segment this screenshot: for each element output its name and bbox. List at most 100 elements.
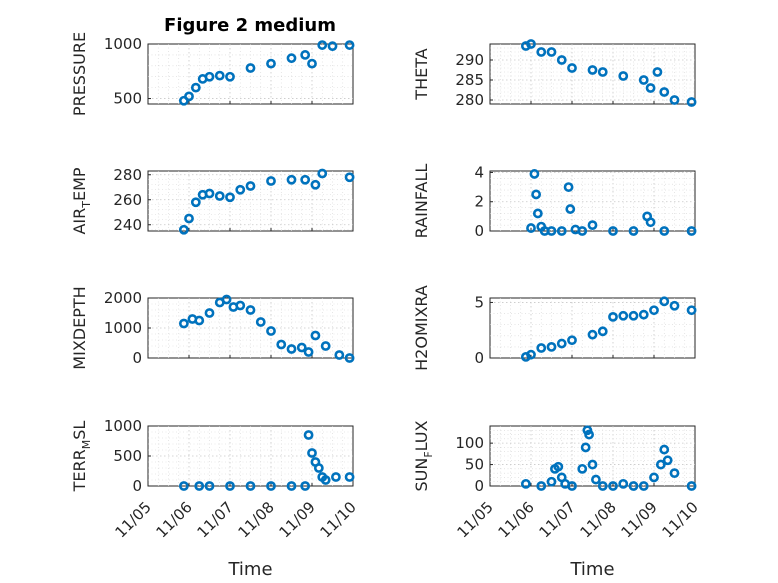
- data-point: [536, 47, 547, 57]
- data-point: [310, 330, 321, 341]
- y-axis-label-part: F: [422, 451, 435, 457]
- data-point: [214, 70, 225, 81]
- data-point: [204, 481, 215, 491]
- y-axis-label-part: TERR: [70, 449, 89, 492]
- data-point: [190, 82, 201, 93]
- data-point: [652, 67, 663, 77]
- x-axis-label: Time: [227, 559, 272, 580]
- y-axis-label-part: LUX: [412, 420, 431, 451]
- y-axis-label-part: PRESSURE: [70, 32, 89, 116]
- subplot-theta: 280 285 290 THETA: [412, 39, 697, 109]
- y-axis-label: RAINFALL: [412, 164, 431, 239]
- data-point: [214, 191, 225, 201]
- data-point: [597, 67, 608, 77]
- y-tick-label: 1000: [104, 417, 142, 435]
- data-point: [686, 305, 697, 316]
- data-point: [235, 300, 246, 311]
- data-point: [320, 341, 331, 351]
- data-point: [591, 474, 601, 485]
- x-axis-label: Time: [569, 559, 614, 580]
- data-point: [286, 481, 297, 491]
- data-point: [618, 71, 629, 81]
- data-point: [669, 300, 680, 311]
- data-point: [221, 294, 232, 305]
- data-point: [286, 174, 297, 185]
- x-tick-label: 11/08: [577, 498, 620, 541]
- data-point: [587, 65, 598, 75]
- y-axis-label-part: MIXDEPTH: [70, 286, 89, 369]
- data-point: [580, 442, 591, 453]
- subplot-mixdepth: 0 1000 2000 MIXDEPTH: [70, 286, 355, 370]
- data-point: [317, 168, 328, 179]
- data-point: [303, 430, 314, 440]
- axes-box: [489, 297, 696, 359]
- data-point: [327, 41, 338, 52]
- data-point: [567, 481, 577, 491]
- y-tick-label: 1000: [104, 35, 142, 53]
- data-point: [526, 223, 536, 233]
- data-point: [565, 204, 576, 214]
- data-point: [536, 481, 547, 491]
- data-point: [344, 172, 355, 183]
- data-point: [532, 208, 543, 219]
- data-point: [669, 468, 680, 479]
- x-tick-label: 11/05: [454, 498, 497, 541]
- data-point: [296, 342, 307, 353]
- y-axis-label: PRESSURE: [70, 32, 89, 116]
- y-tick-label: 0: [132, 477, 142, 495]
- data-point: [556, 55, 567, 65]
- data-point: [669, 95, 680, 105]
- y-tick-label: 2: [474, 193, 484, 211]
- data-point: [344, 472, 355, 482]
- data-point: [556, 226, 567, 236]
- data-point: [204, 308, 215, 318]
- data-point: [628, 481, 639, 491]
- data-point: [638, 309, 649, 320]
- data-point: [184, 213, 194, 224]
- data-point: [659, 226, 670, 236]
- y-axis-label-part: THETA: [412, 48, 431, 100]
- data-point: [204, 71, 215, 82]
- data-point: [655, 459, 666, 470]
- data-point: [225, 192, 235, 203]
- data-point: [608, 481, 618, 491]
- data-point: [649, 305, 659, 316]
- data-point: [276, 339, 287, 350]
- y-axis-label-part: RAINFALL: [412, 164, 431, 239]
- data-point: [659, 87, 670, 97]
- y-tick-label: 5: [474, 293, 484, 311]
- x-tick-label: 11/07: [536, 498, 579, 541]
- y-tick-label: 0: [474, 349, 484, 367]
- y-tick-label: 500: [113, 90, 142, 108]
- data-point: [567, 335, 577, 346]
- data-point: [645, 217, 656, 228]
- data-point: [225, 481, 235, 491]
- data-point: [310, 179, 321, 190]
- data-point: [563, 182, 574, 192]
- data-point: [331, 472, 341, 482]
- y-tick-label: 0: [474, 477, 484, 495]
- subplot-h2omixra: 0 5 H2OMIXRA: [412, 285, 697, 371]
- data-point: [659, 444, 670, 455]
- y-tick-label: 50: [465, 456, 484, 474]
- data-point: [286, 53, 297, 64]
- y-tick-label: 500: [113, 447, 142, 465]
- data-point: [178, 481, 189, 491]
- data-point: [686, 481, 697, 491]
- y-tick-label: 260: [113, 191, 142, 209]
- data-point: [300, 50, 311, 60]
- data-point: [618, 478, 629, 489]
- data-point: [313, 463, 324, 473]
- y-axis-label: SUNFLUX: [412, 420, 435, 491]
- data-point: [245, 481, 256, 491]
- x-tick-label: 11/10: [659, 498, 702, 541]
- data-point: [553, 461, 564, 472]
- y-tick-label: 0: [132, 349, 142, 367]
- y-axis-label: THETA: [412, 48, 431, 100]
- data-point: [556, 338, 567, 349]
- data-point: [235, 184, 246, 195]
- y-axis-label-part: EMP: [70, 167, 89, 201]
